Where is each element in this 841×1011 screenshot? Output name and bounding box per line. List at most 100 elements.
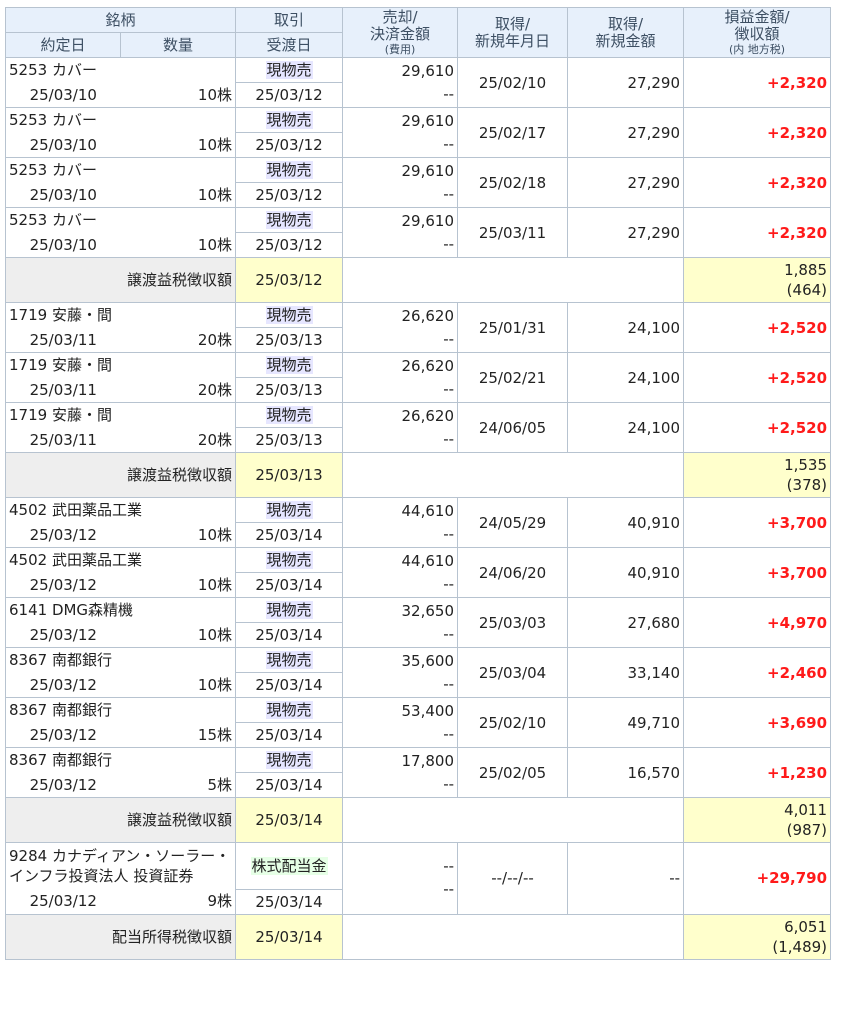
dividend-quantity: 9株 (120, 889, 237, 915)
settle-date: 25/03/14 (235, 572, 344, 598)
trade-type-tag: 現物売 (265, 651, 313, 669)
tax-amount: 1,885 (784, 261, 828, 279)
sell-fee: -- (443, 524, 455, 543)
tax-local: (464) (786, 281, 828, 299)
trade-row-bottom: 25/03/11 20株 25/03/13 (5, 427, 831, 453)
tax-row: 譲渡益税徴収額 25/03/12 1,885 (464) (4, 257, 832, 303)
stock-name: 4502 武田薬品工業 (4, 497, 237, 523)
dividend-sell-cell: -- -- (342, 842, 459, 915)
sell-fee: -- (443, 234, 455, 253)
tax-date: 25/03/13 (235, 452, 344, 498)
sell-amount: 29,610 (401, 161, 455, 180)
header-acq-date: 取得/ 新規年月日 (457, 7, 569, 58)
trade-type: 現物売 (235, 747, 344, 773)
trade-row-bottom: 25/03/10 10株 25/03/12 (5, 82, 831, 108)
acquire-amount: 27,290 (567, 207, 685, 258)
acquire-amount: 33,140 (567, 647, 685, 698)
dividend-date: 25/03/12 (5, 889, 121, 915)
tax-blank (342, 797, 685, 843)
sell-amount: 26,620 (401, 306, 455, 325)
stock-name: 5253 カバー (4, 57, 237, 83)
tax-label: 配当所得税徴収額 (4, 913, 237, 960)
contract-date: 25/03/12 (5, 622, 121, 648)
trade-row-top: 4502 武田薬品工業 現物売 44,610 -- 24/05/29 40,91… (4, 497, 832, 548)
sell-amount: 29,610 (401, 61, 455, 80)
tax-amount: 1,535 (784, 456, 828, 474)
trade-row-top: 5253 カバー 現物売 29,610 -- 25/03/11 27,290 +… (4, 207, 832, 258)
stock-name: 5253 カバー (4, 207, 237, 233)
sell-amount-cell: 29,610 -- (342, 57, 459, 108)
quantity: 20株 (120, 377, 237, 403)
dividend-type: 株式配当金 (235, 842, 344, 890)
tax-row: 譲渡益税徴収額 25/03/14 4,011 (987) (4, 797, 832, 843)
stock-name: 8367 南都銀行 (4, 647, 237, 673)
settle-date: 25/03/12 (235, 232, 344, 258)
acquire-amount: 24,100 (567, 402, 685, 453)
acquire-amount: 16,570 (567, 747, 685, 798)
trade-row-top: 1719 安藤・間 現物売 26,620 -- 24/06/05 24,100 … (4, 402, 832, 453)
sell-amount: 44,610 (401, 501, 455, 520)
sell-amount-cell: 29,610 -- (342, 157, 459, 208)
acquire-date: 25/02/05 (457, 747, 569, 798)
trade-row-top: 1719 安藤・間 現物売 26,620 -- 25/02/21 24,100 … (4, 352, 832, 403)
dividend-stock-name: 9284 カナディアン・ソーラー・ インフラ投資法人 投資証券 (4, 842, 237, 889)
contract-date: 25/03/10 (5, 182, 121, 208)
profit-amount: +2,320 (683, 57, 832, 108)
trade-row-top: 4502 武田薬品工業 現物売 44,610 -- 24/06/20 40,91… (4, 547, 832, 598)
trade-type: 現物売 (235, 497, 344, 523)
contract-date: 25/03/10 (5, 232, 121, 258)
header-quantity: 数量 (119, 32, 237, 58)
sell-amount-cell: 26,620 -- (342, 352, 459, 403)
quantity: 10株 (120, 622, 237, 648)
sell-fee: -- (443, 329, 455, 348)
trade-type-tag: 現物売 (265, 161, 313, 179)
stock-name: 8367 南都銀行 (4, 747, 237, 773)
sell-amount: 17,800 (401, 751, 455, 770)
settle-date: 25/03/14 (235, 722, 344, 748)
sell-amount-cell: 35,600 -- (342, 647, 459, 698)
trade-type: 現物売 (235, 547, 344, 573)
stock-name: 5253 カバー (4, 107, 237, 133)
sell-amount-cell: 32,650 -- (342, 597, 459, 648)
trade-type-tag: 現物売 (265, 61, 313, 79)
trade-type: 現物売 (235, 402, 344, 428)
sell-amount-cell: 53,400 -- (342, 697, 459, 748)
trade-row-top: 6141 DMG森精機 現物売 32,650 -- 25/03/03 27,68… (4, 597, 832, 648)
tax-amount-cell: 6,051 (1,489) (683, 913, 832, 960)
sell-amount-cell: 29,610 -- (342, 107, 459, 158)
trade-type: 現物売 (235, 697, 344, 723)
trade-type-tag: 現物売 (265, 356, 313, 374)
sell-fee: -- (443, 724, 455, 743)
tax-date: 25/03/14 (235, 797, 344, 843)
contract-date: 25/03/11 (5, 327, 121, 353)
sell-fee: -- (443, 624, 455, 643)
profit-amount: +2,320 (683, 107, 832, 158)
acquire-amount: 27,290 (567, 57, 685, 108)
tax-label: 譲渡益税徴収額 (4, 797, 237, 843)
tax-local: (1,489) (772, 937, 828, 956)
tax-blank (342, 257, 685, 303)
dividend-acquire-amount: -- (567, 842, 685, 915)
acquire-date: 25/03/03 (457, 597, 569, 648)
sell-fee: -- (443, 429, 455, 448)
sell-amount: 26,620 (401, 356, 455, 375)
acquire-amount: 40,910 (567, 497, 685, 548)
header-trade: 取引 (235, 7, 344, 33)
acquire-amount: 49,710 (567, 697, 685, 748)
settle-date: 25/03/12 (235, 132, 344, 158)
trade-row-top: 8367 南都銀行 現物売 35,600 -- 25/03/04 33,140 … (4, 647, 832, 698)
sell-fee: -- (443, 184, 455, 203)
trade-rows: 5253 カバー 現物売 29,610 -- 25/02/10 27,290 +… (4, 57, 832, 960)
header-profit: 損益金額/ 徴収額 (内 地方税) (683, 7, 832, 58)
tax-row: 配当所得税徴収額 25/03/14 6,051 (1,489) (4, 913, 832, 960)
trade-row-top: 8367 南都銀行 現物売 53,400 -- 25/02/10 49,710 … (4, 697, 832, 748)
settle-date: 25/03/14 (235, 622, 344, 648)
acquire-date: 25/03/04 (457, 647, 569, 698)
contract-date: 25/03/11 (5, 427, 121, 453)
sell-amount-cell: 44,610 -- (342, 547, 459, 598)
sell-amount: 26,620 (401, 406, 455, 425)
acquire-amount: 27,290 (567, 107, 685, 158)
contract-date: 25/03/12 (5, 722, 121, 748)
trade-type-tag: 現物売 (265, 551, 313, 569)
contract-date: 25/03/11 (5, 377, 121, 403)
